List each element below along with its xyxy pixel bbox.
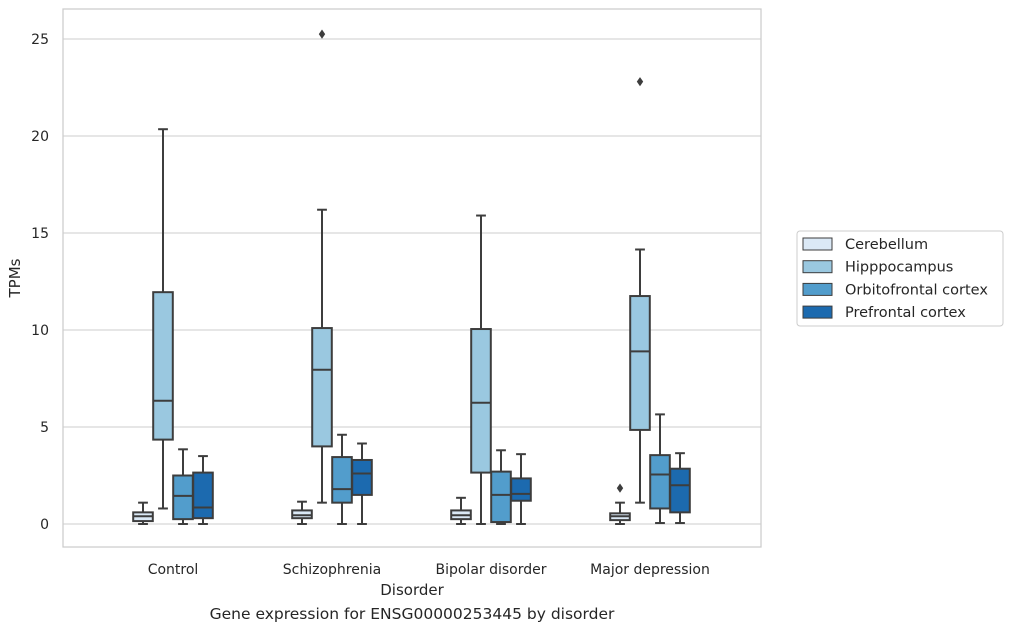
box-body (649, 454, 671, 510)
y-tick-label: 10 (31, 323, 49, 339)
y-axis-label: TPMs (6, 258, 24, 298)
legend-swatch (802, 260, 833, 274)
legend-label: Prefrontal cortex (845, 305, 966, 321)
y-tick-label: 15 (31, 226, 49, 242)
outlier-point (616, 483, 624, 493)
legend-label: Cerebellum (845, 237, 928, 253)
box-group (132, 128, 214, 525)
box (669, 452, 691, 525)
box (311, 29, 333, 504)
box (351, 442, 373, 525)
box-group (450, 214, 532, 525)
legend-swatch (802, 237, 833, 251)
y-tick-label: 5 (40, 420, 49, 436)
box-body (629, 295, 651, 431)
box-groups (132, 29, 691, 525)
y-tick-label: 20 (31, 129, 49, 145)
box (450, 496, 472, 525)
plot-frame (62, 8, 762, 548)
box (331, 433, 353, 525)
box-body (152, 291, 174, 441)
legend: Cerebellum Hipppocampus Orbitofrontal cort… (796, 230, 1004, 327)
x-tick-label: Major depression (590, 562, 710, 578)
legend-item: Prefrontal cortex (802, 305, 966, 321)
y-tick-label: 25 (31, 32, 49, 48)
box-body (172, 474, 194, 521)
box-body (510, 477, 532, 502)
outlier-point (636, 77, 644, 87)
y-tick-labels: 0 5 10 15 20 25 (31, 32, 49, 533)
x-tick-label: Schizophrenia (283, 562, 381, 578)
box (152, 128, 174, 510)
outlier-point (318, 29, 326, 39)
box (291, 500, 313, 525)
legend-swatch (802, 305, 833, 319)
box (510, 453, 532, 525)
box-body (192, 471, 214, 520)
box (172, 448, 194, 525)
box-body (470, 328, 492, 474)
x-tick-label: Bipolar disorder (435, 562, 546, 578)
gridlines (63, 38, 761, 525)
y-tick-label: 0 (40, 517, 49, 533)
box-body (490, 470, 512, 524)
box-body (311, 327, 333, 448)
box (649, 413, 671, 525)
legend-label: Hipppocampus (845, 260, 953, 276)
legend-swatch (802, 282, 833, 296)
box-body (351, 458, 373, 496)
legend-item: Cerebellum (802, 237, 928, 253)
legend-label: Orbitofrontal cortex (845, 282, 988, 298)
figure-caption: Gene expression for ENSG00000253445 by d… (209, 605, 615, 623)
legend-item: Hipppocampus (802, 260, 953, 276)
x-tick-label: Control (148, 562, 199, 578)
legend-frame (796, 230, 1004, 327)
box (132, 501, 154, 525)
box (490, 449, 512, 525)
box-group (291, 29, 373, 525)
box (609, 483, 631, 525)
box (192, 455, 214, 525)
x-tick-labels: Control Schizophrenia Bipolar disorder Majo… (148, 562, 710, 578)
box-body (331, 456, 353, 504)
box (629, 77, 651, 504)
x-axis-label: Disorder (380, 581, 444, 599)
box (470, 214, 492, 525)
box-body (669, 467, 691, 514)
box-group (609, 77, 691, 525)
legend-item: Orbitofrontal cortex (802, 282, 988, 298)
